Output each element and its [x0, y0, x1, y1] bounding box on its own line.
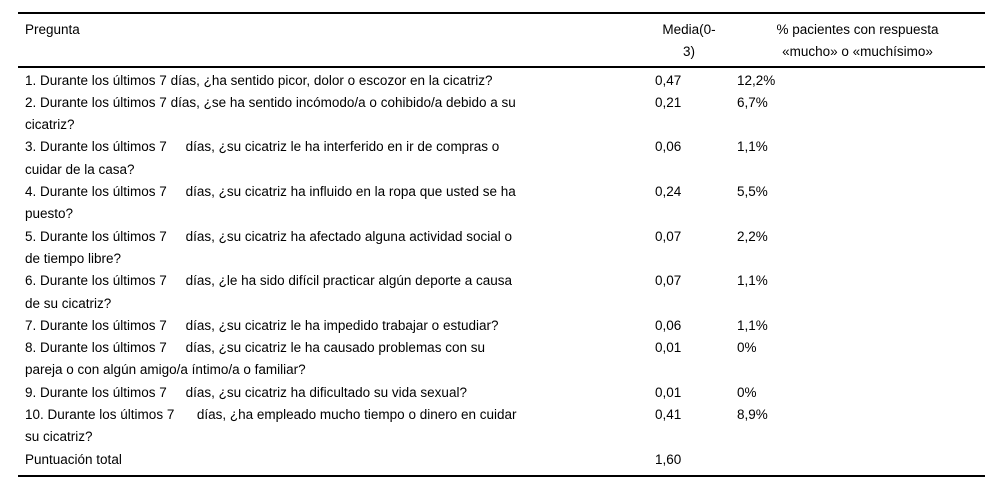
media-value-cell: 0,06 [655, 139, 682, 155]
question-cell: 10. Durante los últimos 7 días, ¿ha empl… [25, 407, 517, 445]
question-cell: 8. Durante los últimos 7 días, ¿su cicat… [25, 340, 485, 378]
table-body: 1. Durante los últimos 7 días, ¿ha senti… [18, 67, 985, 476]
pct-value-cell: 0% [737, 340, 757, 356]
question-cell: 9. Durante los últimos 7 días, ¿su cicat… [25, 384, 467, 400]
table-row: 9. Durante los últimos 7 días, ¿su cicat… [18, 382, 985, 404]
table-row: 4. Durante los últimos 7 días, ¿su cicat… [18, 181, 985, 226]
column-header-pregunta: Pregunta [18, 13, 648, 68]
media-value-cell: 0,01 [655, 384, 682, 400]
media-value-cell: 0,06 [655, 317, 682, 333]
pct-value-cell [730, 449, 985, 476]
table-row: 3. Durante los últimos 7 días, ¿su cicat… [18, 136, 985, 181]
media-value-cell: 0,07 [655, 228, 682, 244]
table-row: Puntuación total 1,60 [18, 449, 985, 476]
media-value-cell: 0,41 [655, 407, 682, 423]
pct-value-cell: 1,1% [737, 317, 768, 333]
questionnaire-results-table: Pregunta Media(0- 3) % pacientes con res… [18, 12, 985, 477]
media-value-cell: 0,01 [655, 340, 682, 356]
question-cell: 3. Durante los últimos 7 días, ¿su cicat… [25, 139, 500, 177]
table-header: Pregunta Media(0- 3) % pacientes con res… [18, 13, 985, 68]
table-row: 8. Durante los últimos 7 días, ¿su cicat… [18, 337, 985, 382]
table-container: Pregunta Media(0- 3) % pacientes con res… [18, 12, 985, 477]
table-row: 10. Durante los últimos 7 días, ¿ha empl… [18, 404, 985, 449]
media-value-cell: 0,21 [655, 94, 682, 110]
table-row: 5. Durante los últimos 7 días, ¿su cicat… [18, 226, 985, 271]
column-header-media: Media(0- 3) [648, 13, 730, 68]
pct-value-cell: 5,5% [737, 184, 768, 200]
question-cell: 6. Durante los últimos 7 días, ¿le ha si… [25, 273, 513, 311]
media-value-cell: 0,07 [655, 273, 682, 289]
media-value-cell: 0,24 [655, 184, 682, 200]
question-cell: 5. Durante los últimos 7 días, ¿su cicat… [25, 228, 513, 266]
question-cell: 2. Durante los últimos 7 días, ¿se ha se… [25, 94, 516, 133]
question-cell: Puntuación total [25, 451, 122, 467]
pct-value-cell: 2,2% [737, 228, 768, 244]
question-cell: 4. Durante los últimos 7 días, ¿su cicat… [25, 184, 516, 222]
media-value-cell: 1,60 [655, 451, 682, 467]
column-header-pct-respuesta: % pacientes con respuesta «mucho» o «muc… [730, 13, 985, 68]
question-cell: 1. Durante los últimos 7 días, ¿ha senti… [25, 72, 493, 88]
media-value-cell: 0,47 [655, 72, 682, 88]
table-row: 1. Durante los últimos 7 días, ¿ha senti… [18, 67, 985, 92]
table-row: 6. Durante los últimos 7 días, ¿le ha si… [18, 270, 985, 315]
pct-value-cell: 1,1% [737, 273, 768, 289]
table-row: 7. Durante los últimos 7 días, ¿su cicat… [18, 315, 985, 337]
question-cell: 7. Durante los últimos 7 días, ¿su cicat… [25, 317, 499, 333]
pct-value-cell: 1,1% [737, 139, 768, 155]
pct-value-cell: 12,2% [737, 72, 776, 88]
pct-value-cell: 8,9% [737, 407, 768, 423]
table-header-row: Pregunta Media(0- 3) % pacientes con res… [18, 13, 985, 68]
pct-value-cell: 0% [737, 384, 757, 400]
table-row: 2. Durante los últimos 7 días, ¿se ha se… [18, 92, 985, 137]
pct-value-cell: 6,7% [737, 94, 768, 110]
